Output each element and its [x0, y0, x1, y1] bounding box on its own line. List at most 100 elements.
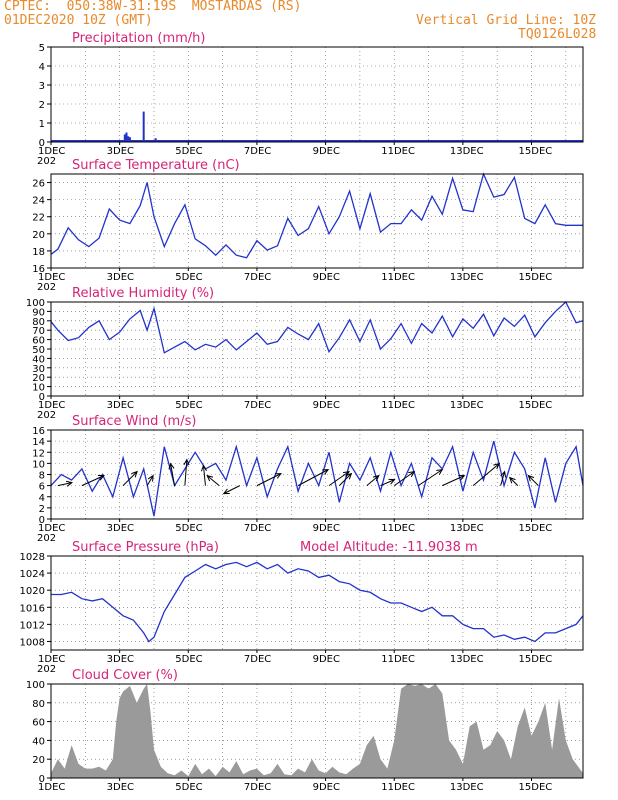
y-tick-label: 4 [39, 62, 45, 73]
station-header: CPTEC: 050:38W-31:19S MOSTARDAS (RS) [4, 0, 302, 14]
x-tick-label: 3DEC [107, 782, 134, 793]
x-tick-label: 13DEC [450, 400, 484, 411]
x-tick-label: 5DEC [175, 523, 202, 534]
x-tick-label: 9DEC [313, 523, 340, 534]
x-tick-label: 9DEC [313, 272, 340, 283]
y-tick-label: 80 [32, 317, 45, 328]
x-tick-label: 15DEC [519, 146, 553, 157]
y-tick-label: 6 [39, 482, 45, 493]
y-tick-label: 1016 [20, 603, 45, 614]
y-tick-label: 16 [32, 426, 45, 437]
x-tick-label: 13DEC [450, 272, 484, 283]
y-tick-label: 40 [32, 354, 45, 365]
year-stub: 202 [37, 533, 56, 544]
pressure-panel: 1008 1012 1016 1020 1024 1028 1DEC 3DEC 5DEC 7DEC… [20, 540, 584, 675]
wind-vector-head [168, 462, 175, 470]
y-tick-label: 20 [32, 755, 45, 766]
y-tick-label: 2 [39, 504, 45, 515]
y-tick-label: 12 [32, 448, 45, 459]
x-tick-label: 1DEC [38, 782, 65, 793]
y-tick-label: 18 [32, 247, 45, 258]
y-tick-label: 1 [39, 119, 45, 130]
x-tick-label: 15DEC [519, 272, 553, 283]
x-tick-label: 7DEC [244, 400, 271, 411]
year-stub: 202 [37, 664, 56, 675]
wind-vector [297, 469, 329, 487]
model-altitude: Model Altitude: -11.9038 m [300, 540, 478, 555]
panel-frame [50, 173, 584, 269]
panel-frame [50, 429, 584, 520]
x-tick-label: 7DEC [244, 782, 271, 793]
y-tick-label: 10 [32, 459, 45, 470]
wind-vector [442, 475, 465, 487]
precip-bar [125, 132, 128, 142]
wind-vector [417, 469, 443, 487]
cloud-title: Cloud Cover (%) [72, 668, 178, 683]
wind-line [50, 440, 584, 517]
x-tick-label: 9DEC [313, 654, 340, 665]
y-tick-label: 100 [26, 298, 45, 309]
x-tick-label: 1DEC [38, 523, 65, 534]
y-tick-label: 80 [32, 699, 45, 710]
y-tick-label: 22 [32, 213, 45, 224]
wind-vector-head [147, 474, 154, 482]
y-tick-label: 14 [32, 437, 45, 448]
y-tick-label: 60 [32, 336, 45, 347]
x-tick-label: 13DEC [450, 146, 484, 157]
y-tick-label: 0 [39, 515, 45, 526]
wind-vector [528, 475, 539, 486]
wind-vector [122, 471, 138, 486]
y-tick-label: 60 [32, 718, 45, 729]
y-tick-label: 1024 [20, 569, 45, 580]
y-tick-label: 90 [32, 307, 45, 318]
x-tick-label: 11DEC [381, 146, 415, 157]
panel-frame [50, 46, 584, 143]
y-tick-label: 100 [26, 680, 45, 691]
x-tick-label: 7DEC [244, 654, 271, 665]
x-tick-label: 7DEC [244, 272, 271, 283]
wind-vector [146, 475, 154, 486]
wind-vector-head [372, 474, 380, 482]
wind-vector [256, 473, 282, 487]
x-tick-label: 7DEC [244, 146, 271, 157]
wind-vector-head [65, 480, 73, 487]
y-tick-label: 8 [39, 471, 45, 482]
y-tick-label: 1020 [20, 586, 45, 597]
y-tick-label: 0 [39, 392, 45, 403]
pressure-line [51, 561, 584, 643]
wind-vector-head [527, 474, 535, 482]
precip-bar [123, 134, 126, 142]
y-tick-label: 3 [39, 81, 45, 92]
wind-vector [328, 471, 350, 487]
x-tick-label: 15DEC [519, 400, 553, 411]
y-tick-label: 26 [32, 179, 45, 190]
x-tick-label: 11DEC [381, 400, 415, 411]
y-tick-label: 5 [39, 43, 45, 54]
pressure-title: Surface Pressure (hPa) [72, 540, 219, 555]
x-tick-label: 5DEC [175, 400, 202, 411]
year-stub: 202 [37, 282, 56, 293]
wind-vector [393, 471, 415, 487]
wind-vector-head [183, 458, 190, 466]
wind-vector [366, 475, 380, 487]
temp-panel: 16 18 20 22 24 26 1DEC 3DEC 5DEC 7DEC 9DEC 11DEC 13D… [32, 158, 584, 293]
x-tick-label: 15DEC [519, 654, 553, 665]
x-tick-label: 1DEC [38, 272, 65, 283]
y-tick-label: 16 [32, 264, 45, 275]
wind-vector [472, 463, 500, 487]
x-tick-label: 9DEC [313, 146, 340, 157]
x-tick-label: 5DEC [175, 782, 202, 793]
y-tick-label: 4 [39, 493, 45, 504]
y-tick-label: 40 [32, 736, 45, 747]
x-tick-label: 3DEC [107, 272, 134, 283]
precip-bar [127, 136, 130, 142]
x-tick-label: 3DEC [107, 146, 134, 157]
x-tick-label: 11DEC [381, 654, 415, 665]
x-tick-label: 5DEC [175, 272, 202, 283]
cloud-area [51, 684, 583, 778]
wind-vector-head [322, 469, 330, 475]
year-stub: 202 [37, 156, 56, 167]
x-tick-label: 5DEC [175, 654, 202, 665]
y-tick-label: 1008 [20, 637, 45, 648]
x-tick-label: 13DEC [450, 782, 484, 793]
